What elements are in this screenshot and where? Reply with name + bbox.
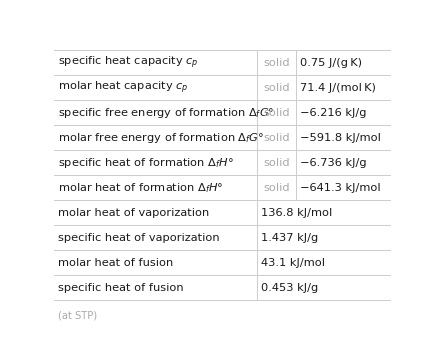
- Text: 1.437 kJ/g: 1.437 kJ/g: [261, 233, 318, 243]
- Text: 71.4 J/(mol K): 71.4 J/(mol K): [300, 83, 376, 93]
- Text: −591.8 kJ/mol: −591.8 kJ/mol: [300, 133, 381, 143]
- Text: −6.736 kJ/g: −6.736 kJ/g: [300, 158, 366, 168]
- Text: specific free energy of formation $\Delta_f G°$: specific free energy of formation $\Delt…: [58, 106, 275, 120]
- Text: −641.3 kJ/mol: −641.3 kJ/mol: [300, 183, 381, 193]
- Text: specific heat of formation $\Delta_f H°$: specific heat of formation $\Delta_f H°$: [58, 156, 234, 170]
- Text: molar heat of formation $\Delta_f H°$: molar heat of formation $\Delta_f H°$: [58, 181, 224, 195]
- Text: molar heat of vaporization: molar heat of vaporization: [58, 208, 210, 218]
- Text: molar heat of fusion: molar heat of fusion: [58, 258, 173, 268]
- Text: specific heat capacity $c_p$: specific heat capacity $c_p$: [58, 55, 199, 71]
- Text: solid: solid: [263, 58, 290, 68]
- Text: 136.8 kJ/mol: 136.8 kJ/mol: [261, 208, 333, 218]
- Text: specific heat of fusion: specific heat of fusion: [58, 283, 184, 293]
- Text: 0.75 J/(g K): 0.75 J/(g K): [300, 58, 362, 68]
- Text: solid: solid: [263, 158, 290, 168]
- Text: 0.453 kJ/g: 0.453 kJ/g: [261, 283, 318, 293]
- Text: solid: solid: [263, 83, 290, 93]
- Text: solid: solid: [263, 108, 290, 118]
- Text: specific heat of vaporization: specific heat of vaporization: [58, 233, 220, 243]
- Text: (at STP): (at STP): [58, 310, 97, 320]
- Text: 43.1 kJ/mol: 43.1 kJ/mol: [261, 258, 325, 268]
- Text: −6.216 kJ/g: −6.216 kJ/g: [300, 108, 366, 118]
- Text: solid: solid: [263, 183, 290, 193]
- Text: molar heat capacity $c_p$: molar heat capacity $c_p$: [58, 79, 188, 96]
- Text: solid: solid: [263, 133, 290, 143]
- Text: molar free energy of formation $\Delta_f G°$: molar free energy of formation $\Delta_f…: [58, 131, 265, 145]
